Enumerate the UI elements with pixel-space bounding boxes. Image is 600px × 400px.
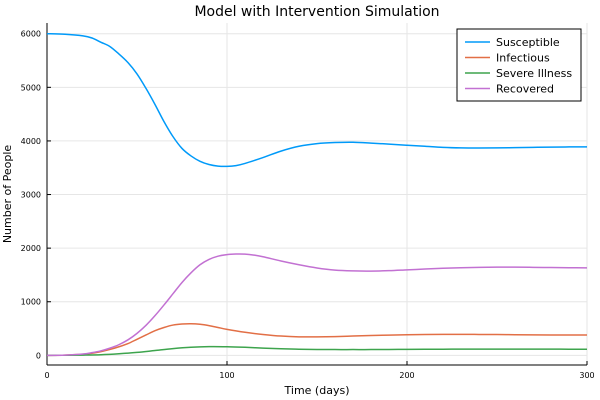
axes <box>46 23 587 366</box>
chart-title: Model with Intervention Simulation <box>194 4 439 20</box>
legend: Susceptible Infectious Severe Illness Recov… <box>456 28 582 102</box>
x-tick-label: 200 <box>399 371 414 380</box>
series-lines <box>46 32 588 357</box>
y-axis-label: Number of People <box>1 145 14 244</box>
y-tick-label: 5000 <box>21 83 41 92</box>
x-axis-label: Time (days) <box>284 384 350 397</box>
y-tick-label: 0 <box>36 351 41 360</box>
series-line-infectious <box>46 322 587 357</box>
y-tick-label: 6000 <box>21 30 41 39</box>
legend-label-infectious: Infectious <box>496 52 550 65</box>
legend-label-recovered: Recovered <box>496 83 554 96</box>
x-tick-label: 300 <box>579 371 594 380</box>
legend-label-severe-illness: Severe Illness <box>496 67 572 80</box>
legend-label-susceptible: Susceptible <box>496 36 560 49</box>
y-tick-label: 3000 <box>21 191 41 200</box>
series-line-recovered <box>46 253 588 357</box>
series-line-severe-illness <box>46 345 588 357</box>
x-tick-label: 100 <box>219 371 234 380</box>
x-tick-label: 0 <box>44 371 49 380</box>
y-tick-label: 4000 <box>21 137 41 146</box>
y-tick-label: 2000 <box>21 244 41 253</box>
y-tick-label: 1000 <box>21 298 41 307</box>
series-line-susceptible <box>46 32 588 168</box>
